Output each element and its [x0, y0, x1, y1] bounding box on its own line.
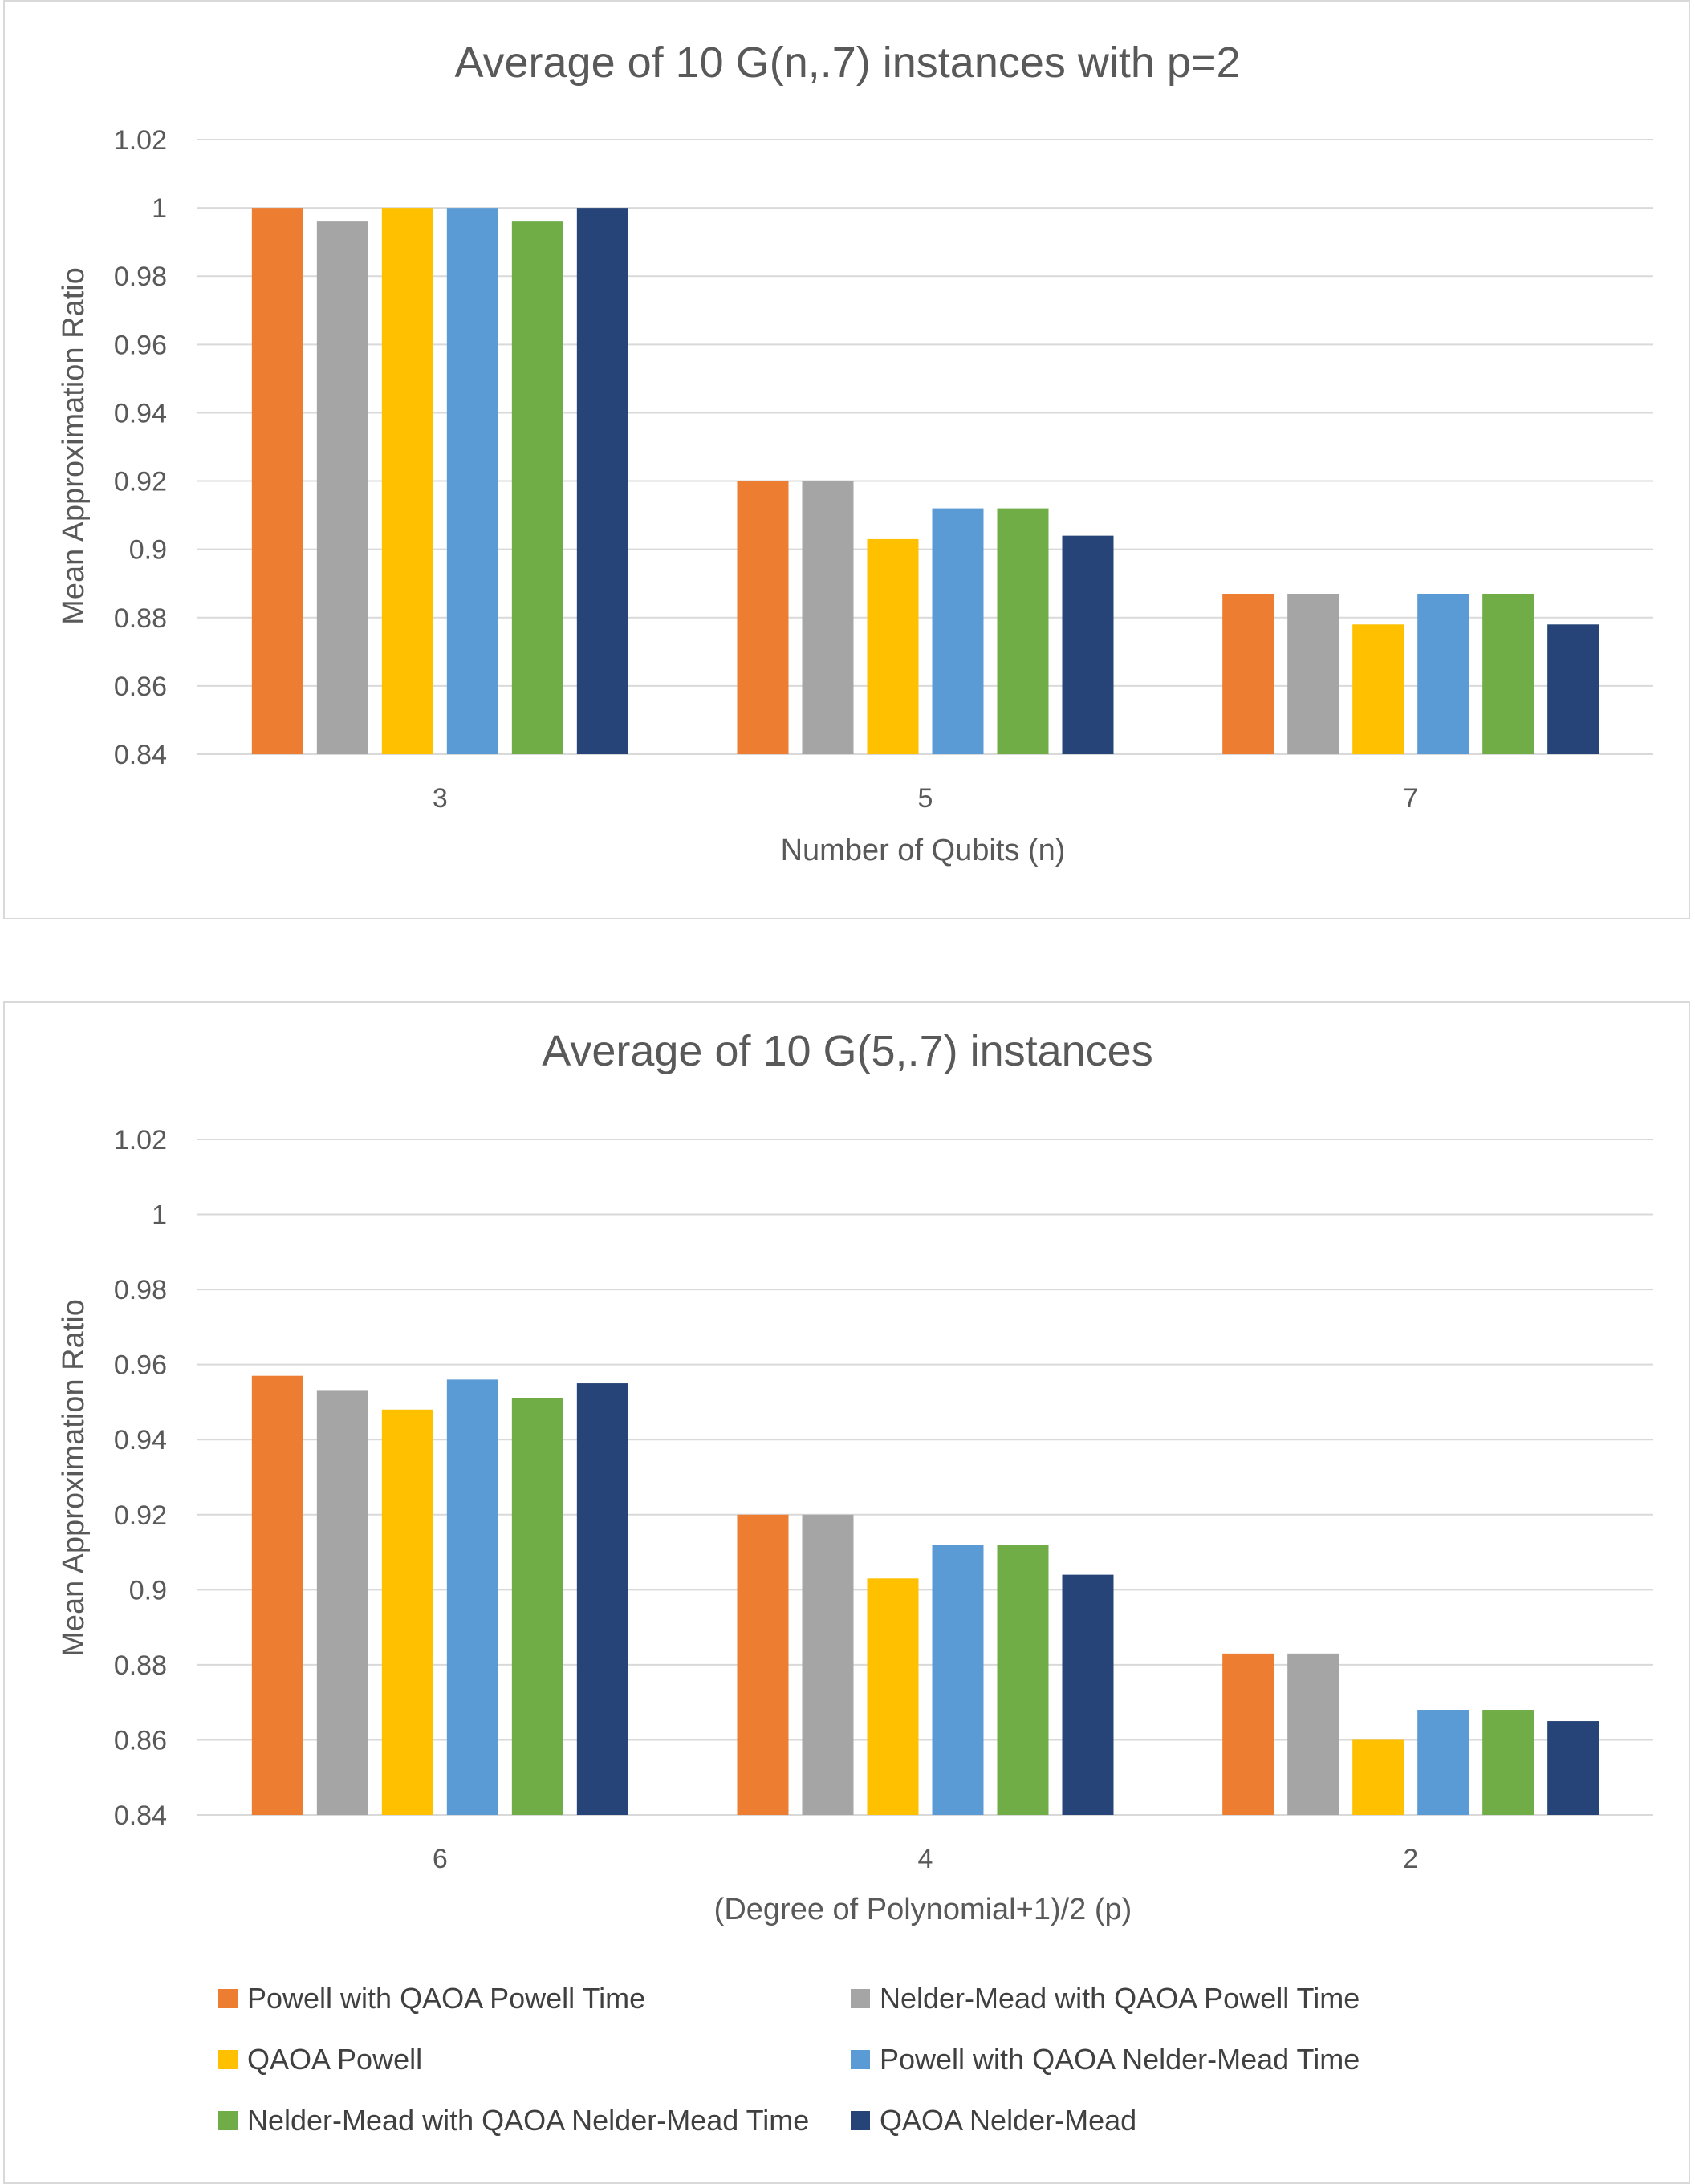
bar — [511, 1398, 563, 1815]
bar — [802, 481, 854, 754]
legend-item: QAOA Powell — [218, 2043, 422, 2076]
bar — [1352, 624, 1404, 754]
x-tick-label: 7 — [1403, 783, 1418, 814]
bar — [737, 1514, 789, 1815]
y-tick-label: 1.02 — [114, 1125, 167, 1155]
legend-label: Nelder-Mead with QAOA Powell Time — [880, 1982, 1360, 2015]
legend-item: Nelder-Mead with QAOA Powell Time — [851, 1982, 1360, 2016]
y-tick-label: 0.98 — [114, 262, 167, 292]
bar — [251, 1375, 303, 1815]
y-tick-label: 0.88 — [114, 1650, 167, 1681]
legend-item: Nelder-Mead with QAOA Nelder-Mead Time — [218, 2104, 809, 2137]
bar — [997, 1545, 1049, 1815]
y-tick-label: 1 — [152, 1200, 167, 1231]
bar — [446, 208, 498, 755]
y-tick-label: 0.9 — [129, 1575, 167, 1606]
chart-title: Average of 10 G(5,.7) instances — [542, 1027, 1152, 1075]
bar — [446, 1379, 498, 1815]
y-tick-label: 0.86 — [114, 1725, 167, 1756]
bars — [251, 208, 1599, 755]
bar — [576, 208, 628, 755]
bar — [1222, 1653, 1274, 1815]
chart-qubits: Average of 10 G(n,.7) instances with p=2… — [57, 39, 1653, 867]
x-tick-label: 4 — [918, 1844, 933, 1874]
bar — [997, 508, 1049, 754]
legend-swatch — [218, 2111, 238, 2130]
y-tick-label: 0.86 — [114, 672, 167, 702]
bar — [316, 221, 368, 755]
x-tick-labels: 3 5 7 — [433, 783, 1418, 814]
bar — [1417, 1710, 1469, 1815]
y-tick-labels: 0.84 0.86 0.88 0.9 0.92 0.94 0.96 0.98 1 1.02 — [114, 1125, 167, 1831]
x-tick-label: 2 — [1403, 1844, 1418, 1874]
x-axis-label: Number of Qubits (n) — [781, 834, 1066, 867]
y-tick-label: 0.98 — [114, 1275, 167, 1305]
bar — [1287, 593, 1339, 754]
legend-swatch — [218, 1989, 238, 2008]
legend-swatch — [851, 1989, 870, 2008]
y-tick-label: 0.96 — [114, 330, 167, 360]
bar — [511, 221, 563, 755]
y-tick-label: 0.94 — [114, 1425, 167, 1455]
y-tick-label: 1.02 — [114, 125, 167, 156]
x-tick-label: 5 — [918, 783, 933, 814]
chart-degree: Average of 10 G(5,.7) instances (Degree … — [57, 1027, 1653, 1926]
y-tick-label: 0.9 — [129, 535, 167, 566]
bar — [1062, 535, 1114, 754]
legend-label: Nelder-Mead with QAOA Nelder-Mead Time — [247, 2104, 810, 2137]
legend-swatch — [851, 2111, 870, 2130]
bar — [576, 1383, 628, 1815]
y-tick-label: 0.92 — [114, 467, 167, 497]
bar — [867, 1578, 919, 1815]
gridlines — [197, 1139, 1653, 1816]
y-axis-label: Mean Approximation Ratio — [57, 1299, 91, 1657]
y-tick-label: 0.84 — [114, 1800, 167, 1831]
bar — [802, 1514, 854, 1815]
bar — [316, 1390, 368, 1815]
bar — [251, 208, 303, 755]
legend-label: QAOA Powell — [247, 2043, 423, 2076]
bar — [1062, 1574, 1114, 1815]
bar — [1547, 1721, 1599, 1815]
x-tick-labels: 6 4 2 — [433, 1844, 1418, 1874]
bar — [1482, 593, 1534, 754]
legend-label: Powell with QAOA Powell Time — [247, 1982, 646, 2015]
y-axis-label: Mean Approximation Ratio — [57, 267, 91, 625]
bar — [867, 538, 919, 754]
bar — [737, 481, 789, 754]
legend-swatch — [851, 2050, 870, 2069]
y-tick-label: 0.88 — [114, 603, 167, 634]
y-tick-label: 0.92 — [114, 1500, 167, 1531]
legend-label: QAOA Nelder-Mead — [880, 2104, 1137, 2137]
chart-title: Average of 10 G(n,.7) instances with p=2 — [454, 39, 1240, 87]
bar — [381, 208, 433, 755]
bar — [1222, 593, 1274, 754]
x-tick-label: 3 — [433, 783, 448, 814]
legend-item: Powell with QAOA Nelder-Mead Time — [851, 2043, 1360, 2076]
gridlines — [197, 139, 1653, 755]
y-tick-label: 0.94 — [114, 398, 167, 428]
bar — [1482, 1710, 1534, 1815]
legend-item: QAOA Nelder-Mead — [851, 2104, 1136, 2137]
y-tick-label: 0.84 — [114, 740, 167, 770]
bar — [1417, 593, 1469, 754]
bar — [381, 1409, 433, 1815]
bar — [932, 508, 984, 754]
y-tick-labels: 0.84 0.86 0.88 0.9 0.92 0.94 0.96 0.98 1 1.02 — [114, 125, 167, 770]
y-tick-label: 1 — [152, 193, 167, 224]
bar — [932, 1545, 984, 1815]
y-tick-label: 0.96 — [114, 1350, 167, 1381]
legend-item: Powell with QAOA Powell Time — [218, 1982, 645, 2016]
legend-label: Powell with QAOA Nelder-Mead Time — [880, 2043, 1360, 2076]
bar — [1547, 624, 1599, 754]
legend-swatch — [218, 2050, 238, 2069]
bar — [1287, 1653, 1339, 1815]
x-axis-label: (Degree of Polynomial+1)/2 (p) — [714, 1893, 1132, 1926]
bars — [251, 1375, 1599, 1815]
bar — [1352, 1739, 1404, 1815]
x-tick-label: 6 — [433, 1844, 448, 1874]
